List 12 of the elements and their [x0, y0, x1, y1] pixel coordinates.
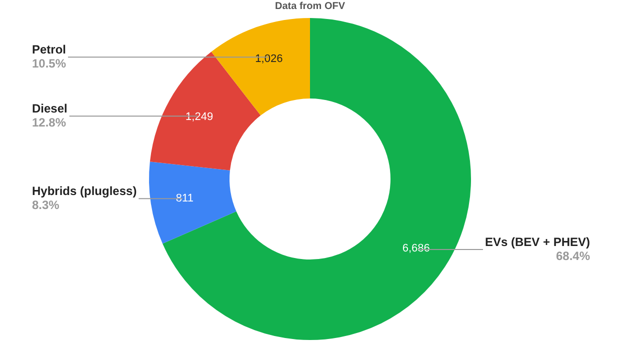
text: 10.5% [32, 56, 66, 70]
slice-label: Diesel [32, 101, 68, 116]
text: 12.8% [32, 115, 66, 130]
data-label: 1,026 [255, 53, 283, 66]
text: 8.3% [32, 198, 60, 212]
chart-title: Data from OFV [274, 0, 346, 12]
text: 68.4% [556, 248, 590, 263]
slice-label: Hybrids (plugless) [32, 184, 137, 198]
data-label: 1,249 [186, 111, 214, 124]
slice-label: EVs (BEV + PHEV) [484, 234, 590, 249]
slice-label: Petrol [32, 42, 66, 56]
data-label: 811 [176, 192, 194, 204]
